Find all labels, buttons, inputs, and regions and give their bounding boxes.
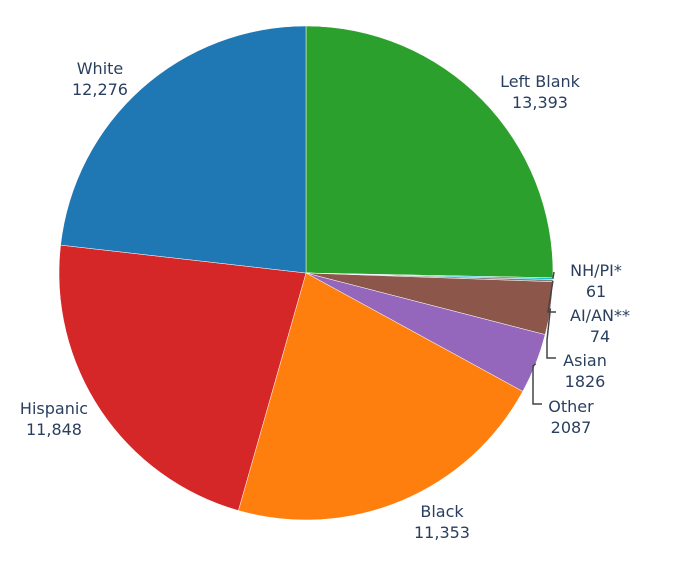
pie-slice-left-blank	[305, 25, 554, 279]
label-other-name: Other	[548, 397, 594, 416]
pie-slice-white	[60, 25, 307, 274]
pie-slice-black	[238, 272, 524, 521]
label-aian-value: 74	[590, 327, 610, 346]
label-nhpi-value: 61	[586, 282, 606, 301]
label-black-name: Black	[420, 502, 464, 521]
label-asian-value: 1826	[565, 372, 606, 391]
leader-line-asian	[546, 308, 556, 359]
label-black-value: 11,353	[414, 523, 470, 542]
label-white-name: White	[77, 59, 124, 78]
leader-line-nh-pi	[552, 271, 555, 279]
label-left-blank-name: Left Blank	[500, 72, 581, 91]
leader-line-ai-an	[547, 280, 556, 313]
pie-slices	[58, 25, 554, 521]
label-white-value: 12,276	[72, 80, 128, 99]
leader-lines	[532, 271, 556, 405]
label-nhpi-name: NH/PI*	[570, 261, 622, 280]
label-left-blank-value: 13,393	[512, 93, 568, 112]
label-hispanic-value: 11,848	[26, 420, 82, 439]
leader-line-other	[532, 363, 542, 405]
label-other-value: 2087	[551, 418, 592, 437]
label-asian-name: Asian	[563, 351, 607, 370]
pie-slice-hispanic	[58, 244, 307, 511]
label-aian-name: AI/AN**	[570, 306, 630, 325]
label-hispanic-name: Hispanic	[20, 399, 88, 418]
